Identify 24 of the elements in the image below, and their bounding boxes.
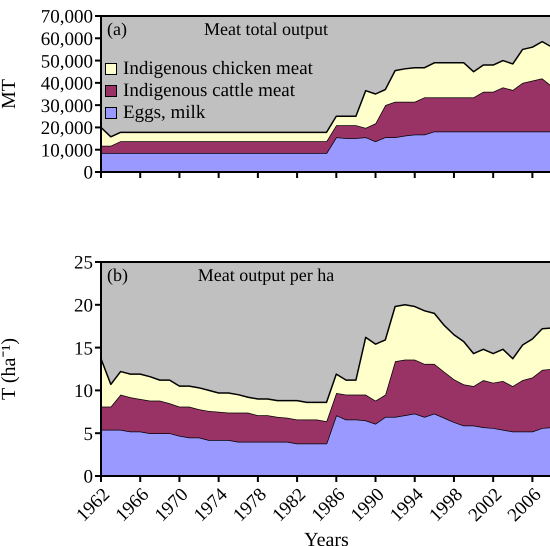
y-axis-title: MT bbox=[0, 79, 20, 109]
y-tick-label: 25 bbox=[74, 252, 93, 274]
y-tick-label: 60,000 bbox=[40, 29, 93, 50]
x-axis-title: Years bbox=[304, 529, 350, 546]
y-tick-label: 10 bbox=[74, 381, 93, 402]
annotation: (a) bbox=[107, 19, 127, 40]
y-tick-label: 20 bbox=[74, 296, 93, 317]
chart-title: Meat output per ha bbox=[198, 265, 334, 285]
y-tick-label: 0 bbox=[84, 162, 93, 184]
y-tick-label: 15 bbox=[74, 338, 93, 360]
legend-label: Eggs, milk bbox=[123, 102, 206, 124]
y-tick-label: 50,000 bbox=[40, 51, 93, 72]
y-axis-title: T (ha⁻¹) bbox=[0, 338, 20, 400]
y-tick-label: 0 bbox=[84, 466, 93, 488]
y-tick-label: 40,000 bbox=[40, 74, 93, 95]
chart-title: Meat total output bbox=[204, 19, 328, 39]
y-tick-label: 5 bbox=[84, 424, 93, 445]
y-tick-label: 20,000 bbox=[40, 118, 93, 140]
y-tick-label: 30,000 bbox=[40, 96, 93, 117]
y-tick-label: 70,000 bbox=[40, 6, 93, 28]
y-tick-label: 10,000 bbox=[40, 140, 93, 162]
annotation: (b) bbox=[107, 265, 128, 286]
legend-label: Indigenous cattle meat bbox=[123, 80, 295, 102]
legend-label: Indigenous chicken meat bbox=[123, 58, 313, 80]
